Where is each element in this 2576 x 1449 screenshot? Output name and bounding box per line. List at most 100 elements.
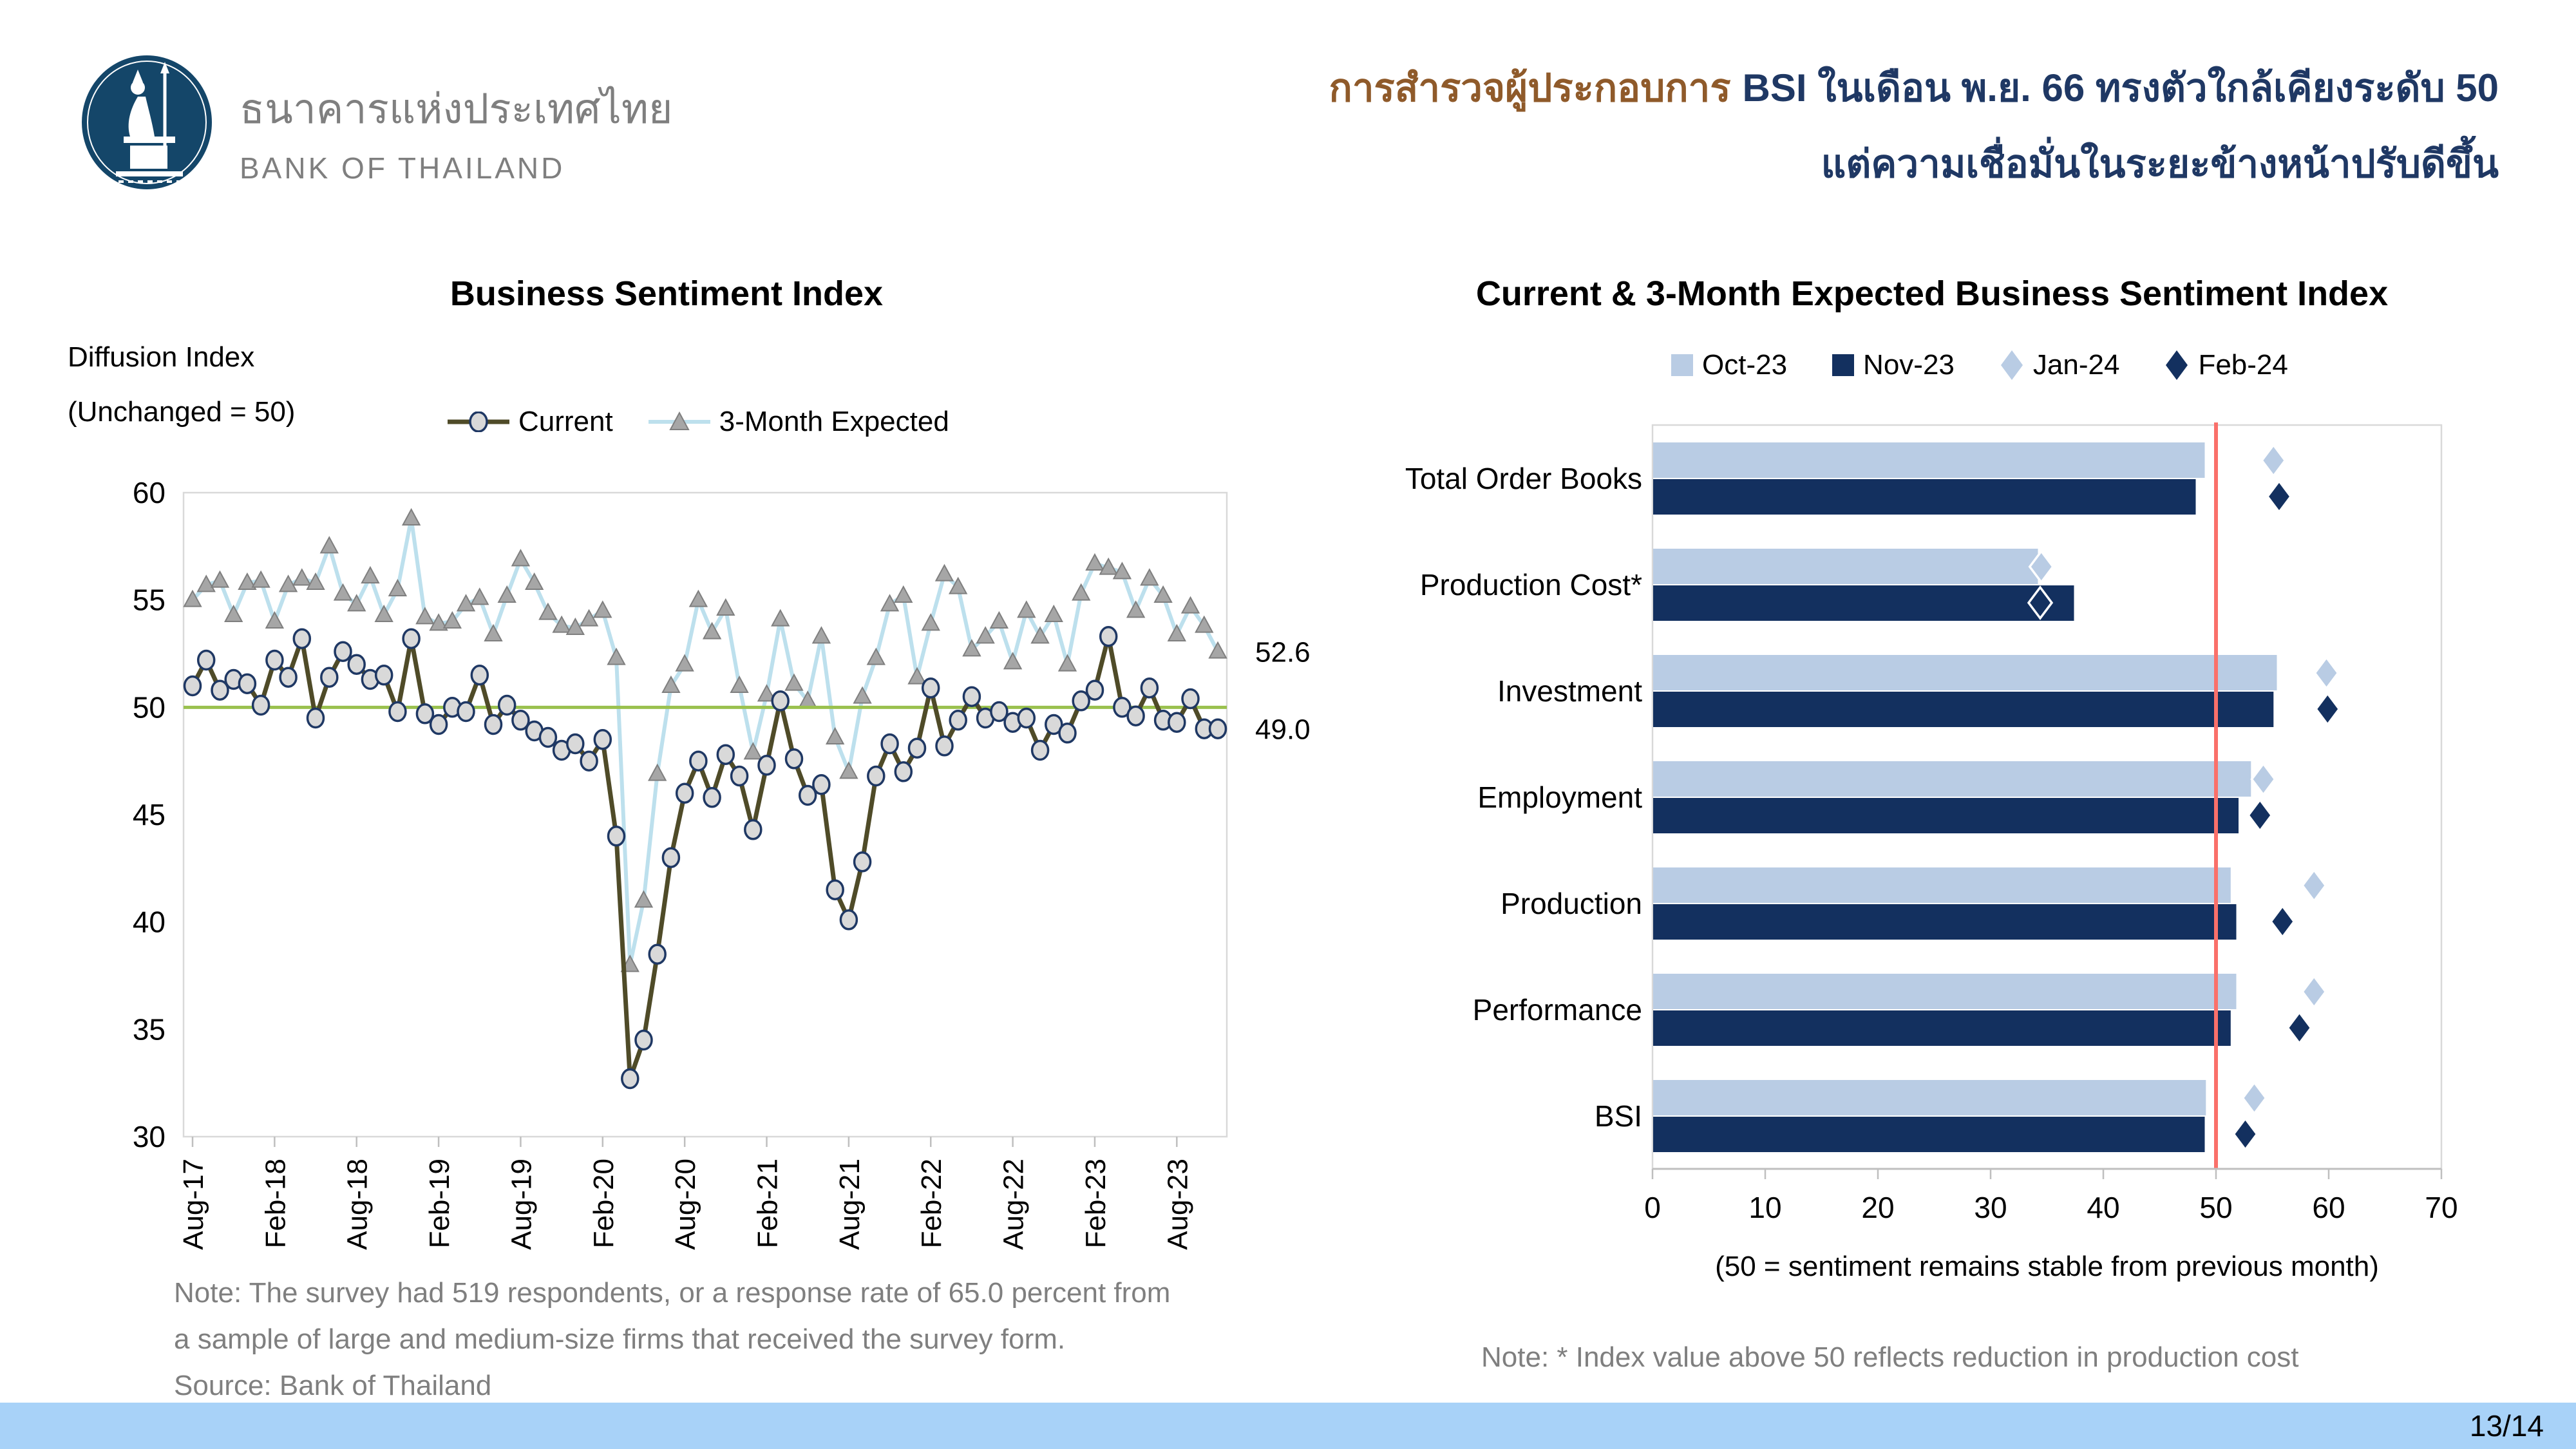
current-data-point — [593, 729, 612, 750]
current-data-point — [621, 1068, 639, 1090]
current-data-point — [347, 654, 366, 675]
category-label: BSI — [1595, 1099, 1642, 1133]
legend-item-oct23: Oct-23 — [1671, 349, 1787, 381]
left-plot-border — [182, 491, 1228, 1138]
x-axis-tick-label: 0 — [1644, 1191, 1661, 1224]
category-label: Investment — [1497, 674, 1642, 708]
nov23-bar — [1653, 692, 2274, 727]
current-data-point — [538, 726, 558, 748]
legend-item-jan24: Jan-24 — [2000, 349, 2119, 381]
x-axis-tick-label: Aug-21 — [834, 1159, 866, 1250]
expected-data-point — [1126, 600, 1146, 618]
left-chart-title: Business Sentiment Index — [450, 274, 884, 313]
current-data-point — [935, 735, 954, 757]
x-axis-tick-label: Aug-18 — [342, 1159, 374, 1250]
left-chart-unit-label-1: Diffusion Index — [68, 341, 255, 373]
x-axis-tick-label: 40 — [2087, 1191, 2119, 1224]
expected-data-point — [976, 626, 995, 644]
slide-title-navy: BSI ในเดือน พ.ย. 66 ทรงตัวใกล้เคียงระดับ… — [1742, 66, 2499, 109]
forecast-diamond — [2260, 443, 2287, 478]
expected-data-point — [265, 611, 285, 629]
current-data-point — [1113, 697, 1132, 718]
note-line-2: a sample of large and medium-size firms … — [174, 1323, 1066, 1355]
expected-data-point — [552, 615, 571, 633]
right-chart-note: Note: * Index value above 50 reflects re… — [1481, 1341, 2299, 1373]
forecast-diamond — [2301, 868, 2327, 903]
current-data-point — [415, 703, 435, 724]
expected-data-point — [565, 617, 585, 635]
bank-of-thailand-logo — [76, 52, 218, 196]
current-data-point — [730, 765, 749, 787]
current-data-point — [1208, 718, 1227, 739]
expected-data-point — [196, 574, 216, 592]
left-chart-unit-label-2: (Unchanged = 50) — [68, 396, 296, 428]
x-axis-tick-label: Feb-22 — [916, 1159, 947, 1248]
forecast-diamond — [2250, 762, 2277, 797]
legend-label-feb24: Feb-24 — [2198, 349, 2288, 381]
expected-data-point — [1057, 654, 1077, 672]
y-axis-tick-label: 45 — [133, 798, 166, 831]
legend-label-current: Current — [518, 406, 613, 437]
current-data-point — [580, 750, 598, 772]
expected-data-point — [1085, 553, 1104, 571]
expected-data-point — [470, 587, 489, 605]
current-data-point — [1058, 723, 1077, 744]
current-data-point — [320, 667, 339, 688]
nov23-bar — [1653, 585, 2074, 621]
expected-series-line — [191, 518, 1220, 965]
current-data-point — [306, 707, 325, 729]
note-line-1: Note: The survey had 519 respondents, or… — [174, 1277, 1171, 1309]
x-axis-tick-label: 20 — [1861, 1191, 1894, 1224]
nov23-bar — [1653, 798, 2239, 833]
expected-data-point — [278, 574, 298, 592]
oct23-bar — [1653, 655, 2277, 690]
current-data-point — [374, 665, 393, 686]
right-plot-border — [1651, 424, 2443, 1170]
current-data-point — [812, 774, 831, 795]
expected-data-point — [661, 675, 681, 693]
left-chart-legend: Current 3-Month Expected — [448, 406, 949, 438]
expected-data-point — [730, 675, 749, 693]
category-label: Employment — [1477, 781, 1642, 814]
x-axis-tick-label: Aug-19 — [506, 1159, 537, 1250]
expected-data-point — [1017, 600, 1036, 618]
expected-data-point — [374, 604, 393, 622]
current-data-point — [238, 673, 257, 694]
expected-data-point — [511, 549, 531, 567]
bot-logo-icon — [82, 55, 212, 189]
expected-data-point — [361, 565, 380, 583]
expected-data-point — [1140, 568, 1159, 586]
current-data-point — [826, 879, 844, 900]
current-data-point — [1168, 712, 1186, 733]
nov23-bar — [1653, 1117, 2205, 1152]
oct23-bar — [1653, 867, 2231, 903]
bank-name-thai: ธนาคารแห่งประเทศไทย — [240, 86, 673, 132]
current-data-point — [211, 679, 229, 701]
expected-data-point — [921, 613, 940, 631]
oct23-bar — [1653, 761, 2251, 797]
slide-title-brown: การสำรวจผู้ประกอบการ — [1329, 66, 1731, 109]
current-data-point — [990, 701, 1009, 723]
x-axis-tick-label: Feb-21 — [752, 1159, 784, 1248]
current-data-point — [1181, 688, 1200, 710]
expected-data-point — [1030, 626, 1050, 644]
current-data-point — [1030, 739, 1050, 761]
current-data-point — [703, 787, 721, 808]
current-data-point — [1072, 690, 1090, 712]
expected-data-point — [866, 647, 886, 665]
current-data-point — [648, 943, 667, 965]
oct23-bar — [1653, 1080, 2206, 1115]
forecast-diamond — [2266, 479, 2293, 514]
slide-title-line1: การสำรวจผู้ประกอบการ BSI ในเดือน พ.ย. 66 … — [1329, 50, 2499, 126]
expected-data-point — [1072, 583, 1091, 601]
current-data-point — [1099, 626, 1118, 647]
category-label: Total Order Books — [1405, 462, 1642, 495]
x-axis-tick-label: Aug-23 — [1162, 1159, 1193, 1250]
expected-data-point — [962, 639, 981, 657]
feb24-diamond-icon — [2166, 350, 2188, 380]
jan24-diamond-icon — [2000, 350, 2023, 380]
x-axis-tick-label: Feb-19 — [424, 1159, 455, 1248]
legend-label-nov23: Nov-23 — [1863, 349, 1955, 381]
expected-data-point — [634, 890, 654, 908]
forecast-diamond — [2247, 798, 2273, 833]
